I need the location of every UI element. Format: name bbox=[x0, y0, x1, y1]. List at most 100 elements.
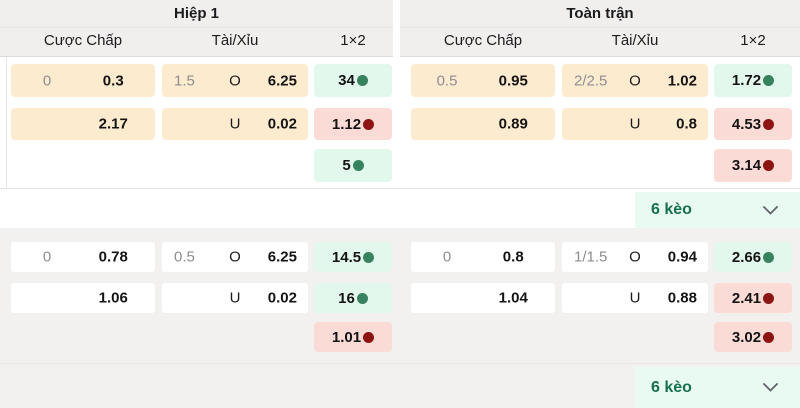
handicap-away-odds: 1.06 bbox=[98, 289, 128, 307]
over-label: O bbox=[229, 248, 241, 266]
period-title-full-match: Toàn trận bbox=[400, 0, 800, 28]
panel-first-half: 0 0.3 2.17 1.5 O 6.25 U 0.02 34 1.12 5 bbox=[0, 0, 394, 408]
1x2-odds: 14.5 bbox=[331, 248, 362, 266]
chevron-down-icon bbox=[763, 383, 778, 392]
over-odds-cell[interactable]: 2/2.5 O 1.02 bbox=[562, 64, 708, 97]
over-odds: 1.02 bbox=[667, 72, 697, 89]
row-divider bbox=[0, 188, 800, 189]
handicap-line: 0 bbox=[42, 72, 52, 89]
1x2-odds-cell[interactable]: 2.66 bbox=[714, 242, 792, 272]
trend-dot-icon bbox=[363, 118, 375, 130]
under-odds-cell[interactable]: U 0.88 bbox=[562, 283, 708, 313]
handicap-odds-cell[interactable]: 0.5 0.95 bbox=[411, 64, 555, 97]
more-markets-button[interactable]: 6 kèo bbox=[635, 192, 800, 228]
1x2-odds: 3.14 bbox=[731, 157, 762, 174]
1x2-odds-cell[interactable]: 14.5 bbox=[314, 242, 392, 272]
column-header-handicap: Cược Chấp bbox=[443, 32, 523, 49]
handicap-odds-cell[interactable]: 2.17 bbox=[11, 108, 155, 140]
under-odds-cell[interactable]: U 0.02 bbox=[162, 283, 308, 313]
1x2-odds-cell[interactable]: 34 bbox=[314, 64, 392, 97]
handicap-home-odds: 0.3 bbox=[102, 72, 124, 89]
handicap-odds-cell[interactable]: 1.06 bbox=[11, 283, 155, 313]
1x2-odds-cell[interactable]: 4.53 bbox=[714, 108, 792, 140]
trend-dot-icon bbox=[763, 118, 775, 130]
1x2-odds: 1.72 bbox=[731, 72, 762, 89]
trend-dot-icon bbox=[763, 292, 775, 304]
more-markets-button[interactable]: 6 kèo bbox=[635, 367, 800, 408]
under-odds: 0.88 bbox=[667, 289, 697, 307]
column-header-over-under: Tài/Xỉu bbox=[211, 32, 259, 49]
more-markets-label: 6 kèo bbox=[651, 378, 692, 396]
over-under-line: 1/1.5 bbox=[574, 248, 608, 266]
handicap-line: 0 bbox=[442, 248, 452, 266]
column-header-1x2: 1×2 bbox=[340, 32, 366, 49]
handicap-away-odds: 1.04 bbox=[498, 289, 528, 307]
trend-dot-icon bbox=[363, 251, 375, 263]
chevron-down-icon bbox=[763, 205, 778, 215]
1x2-odds: 2.41 bbox=[731, 289, 762, 307]
handicap-odds-cell[interactable]: 0 0.78 bbox=[11, 242, 155, 272]
handicap-home-odds: 0.8 bbox=[502, 248, 524, 266]
trend-dot-icon bbox=[356, 292, 368, 304]
under-label: U bbox=[229, 289, 241, 307]
more-markets-row: 6 kèo bbox=[0, 189, 800, 228]
column-header-over-under: Tài/Xỉu bbox=[611, 32, 659, 49]
column-headers: Cược Chấp Tài/Xỉu 1×2 bbox=[0, 28, 393, 56]
handicap-home-odds: 0.95 bbox=[498, 72, 528, 89]
trend-dot-icon bbox=[356, 75, 368, 86]
handicap-line: 0 bbox=[42, 248, 52, 266]
handicap-away-odds: 2.17 bbox=[98, 115, 128, 133]
trend-dot-icon bbox=[763, 251, 775, 263]
1x2-odds-cell[interactable]: 3.14 bbox=[714, 149, 792, 182]
row-divider bbox=[0, 363, 800, 364]
header-full-match: Toàn trận Cược Chấp Tài/Xỉu 1×2 bbox=[400, 0, 800, 57]
handicap-odds-cell[interactable]: 0 0.8 bbox=[411, 242, 555, 272]
over-under-line: 1.5 bbox=[174, 72, 195, 89]
column-header-handicap: Cược Chấp bbox=[43, 32, 123, 49]
trend-dot-icon bbox=[352, 160, 364, 171]
header-first-half: Hiệp 1 Cược Chấp Tài/Xỉu 1×2 bbox=[0, 0, 393, 57]
handicap-away-odds: 0.89 bbox=[498, 115, 528, 133]
over-odds: 0.94 bbox=[667, 248, 697, 266]
under-label: U bbox=[629, 115, 641, 133]
panel-full-match: 0.5 0.95 0.89 2/2.5 O 1.02 U 0.8 1.72 4.… bbox=[400, 0, 800, 408]
1x2-odds: 34 bbox=[338, 72, 355, 89]
1x2-odds: 5 bbox=[342, 157, 351, 174]
over-odds: 6.25 bbox=[267, 72, 297, 89]
1x2-odds: 16 bbox=[338, 289, 355, 307]
trend-dot-icon bbox=[363, 331, 375, 343]
1x2-odds: 4.53 bbox=[731, 115, 762, 133]
over-odds-cell[interactable]: 0.5 O 6.25 bbox=[162, 242, 308, 272]
handicap-odds-cell[interactable]: 0.89 bbox=[411, 108, 555, 140]
1x2-odds: 2.66 bbox=[731, 248, 762, 266]
1x2-odds-cell[interactable]: 2.41 bbox=[714, 283, 792, 313]
over-under-line: 2/2.5 bbox=[574, 72, 608, 89]
under-label: U bbox=[229, 115, 241, 133]
1x2-odds: 1.12 bbox=[331, 115, 362, 133]
1x2-odds-cell[interactable]: 1.01 bbox=[314, 322, 392, 352]
trend-dot-icon bbox=[763, 75, 775, 86]
under-odds-cell[interactable]: U 0.02 bbox=[162, 108, 308, 140]
over-odds-cell[interactable]: 1/1.5 O 0.94 bbox=[562, 242, 708, 272]
1x2-odds: 3.02 bbox=[731, 328, 762, 346]
over-odds-cell[interactable]: 1.5 O 6.25 bbox=[162, 64, 308, 97]
under-odds: 0.02 bbox=[267, 289, 297, 307]
1x2-odds-cell[interactable]: 3.02 bbox=[714, 322, 792, 352]
handicap-home-odds: 0.78 bbox=[98, 248, 128, 266]
over-label: O bbox=[629, 72, 641, 89]
over-odds: 6.25 bbox=[267, 248, 297, 266]
under-label: U bbox=[629, 289, 641, 307]
over-under-line: 0.5 bbox=[174, 248, 195, 266]
1x2-odds: 1.01 bbox=[331, 328, 362, 346]
trend-dot-icon bbox=[763, 160, 775, 171]
column-header-1x2: 1×2 bbox=[740, 32, 766, 49]
1x2-odds-cell[interactable]: 5 bbox=[314, 149, 392, 182]
1x2-odds-cell[interactable]: 1.12 bbox=[314, 108, 392, 140]
handicap-odds-cell[interactable]: 1.04 bbox=[411, 283, 555, 313]
column-headers: Cược Chấp Tài/Xỉu 1×2 bbox=[400, 28, 800, 56]
under-odds: 0.02 bbox=[267, 115, 297, 133]
1x2-odds-cell[interactable]: 1.72 bbox=[714, 64, 792, 97]
handicap-odds-cell[interactable]: 0 0.3 bbox=[11, 64, 155, 97]
1x2-odds-cell[interactable]: 16 bbox=[314, 283, 392, 313]
under-odds-cell[interactable]: U 0.8 bbox=[562, 108, 708, 140]
